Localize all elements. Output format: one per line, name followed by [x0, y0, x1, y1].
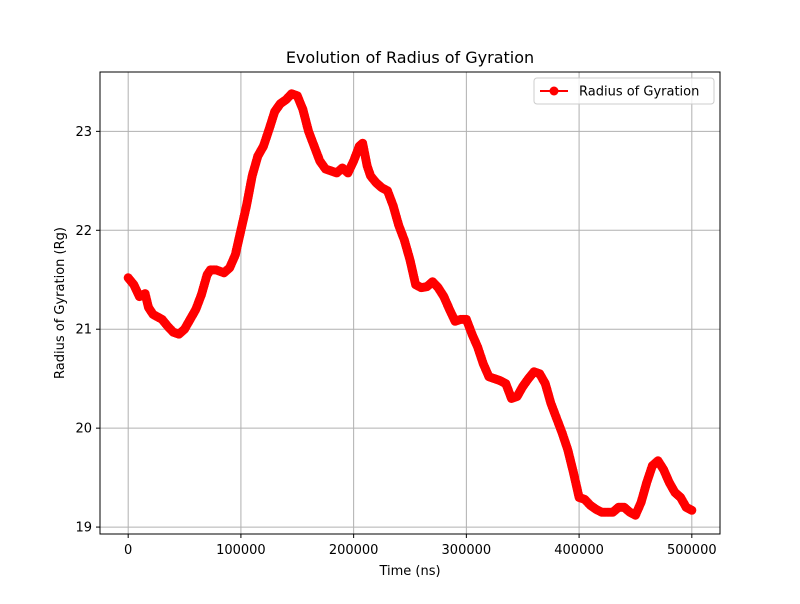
x-tick-label: 0	[124, 543, 132, 558]
legend-marker-swatch	[549, 86, 559, 96]
plot-area-frame	[99, 71, 721, 535]
x-axis-label: Time (ns)	[378, 564, 440, 579]
x-axis-ticks: 0 100000 200000 300000 400000 500000	[124, 534, 717, 558]
x-tick-label: 200000	[329, 543, 379, 558]
y-tick-label: 22	[75, 224, 92, 239]
y-axis-ticks: 19 20 21 22 23	[75, 125, 100, 536]
y-tick-label: 19	[75, 521, 92, 536]
series-layer	[123, 89, 697, 520]
x-tick-label: 500000	[667, 543, 717, 558]
legend-box	[533, 77, 715, 105]
legend-label: Radius of Gyration	[579, 85, 699, 100]
y-tick-label: 21	[75, 323, 92, 338]
legend: Radius of Gyration	[533, 77, 715, 105]
x-tick-label: 400000	[554, 543, 604, 558]
data-point-marker	[687, 505, 697, 515]
y-tick-label: 23	[75, 125, 92, 140]
y-tick-label: 20	[75, 422, 92, 437]
x-tick-label: 300000	[442, 543, 492, 558]
x-tick-label: 100000	[216, 543, 266, 558]
chart-title: Evolution of Radius of Gyration	[286, 48, 534, 67]
y-axis-label: Radius of Gyration (Rg)	[53, 227, 68, 379]
